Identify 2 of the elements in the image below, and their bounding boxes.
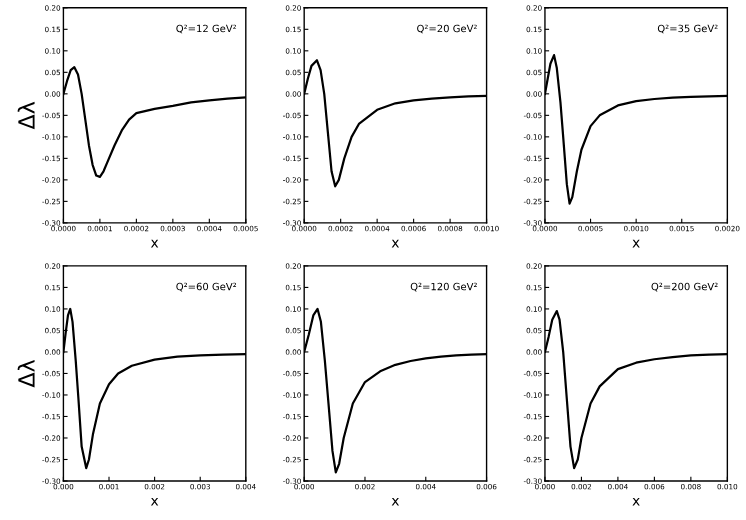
y-axis-title: Δλ (17, 101, 35, 130)
y-axis-title: Δλ (17, 359, 35, 388)
